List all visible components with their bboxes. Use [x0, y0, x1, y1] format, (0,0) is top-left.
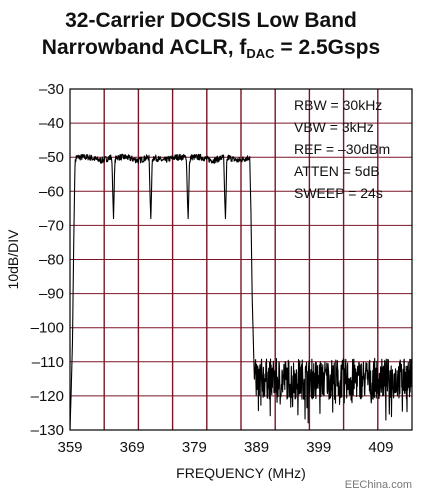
y-tick-label: –130 — [31, 422, 64, 439]
x-tick-label: 409 — [368, 439, 393, 456]
x-tick-label: 379 — [182, 439, 207, 456]
y-tick-label: –110 — [32, 354, 64, 371]
settings-annotation: SWEEP = 24s — [294, 185, 383, 201]
settings-annotation: VBW = 3kHz — [294, 119, 374, 135]
y-tick-label: –100 — [31, 320, 64, 337]
y-axis-label: 10dB/DIV — [5, 229, 21, 290]
y-tick-label: –90 — [39, 286, 64, 303]
x-tick-label: 399 — [306, 439, 331, 456]
x-axis-label: FREQUENCY (MHz) — [176, 465, 306, 481]
watermark: EEChina.com — [344, 479, 412, 491]
settings-annotation: ATTEN = 5dB — [294, 163, 380, 179]
y-tick-label: –60 — [39, 183, 64, 200]
y-tick-label: –40 — [39, 115, 64, 132]
y-tick-label: –70 — [39, 217, 64, 234]
y-tick-label: –30 — [39, 81, 64, 98]
x-tick-label: 359 — [57, 439, 82, 456]
spectrum-trace — [69, 153, 413, 431]
y-tick-label: –80 — [39, 252, 64, 269]
y-tick-label: –120 — [31, 388, 64, 405]
settings-annotation: REF = –30dBm — [294, 141, 390, 157]
x-tick-label: 369 — [120, 439, 145, 456]
y-tick-label: –50 — [39, 149, 64, 166]
settings-annotation: RBW = 30kHz — [294, 97, 382, 113]
x-tick-label: 389 — [244, 439, 269, 456]
plot-frame — [69, 88, 413, 431]
chart-title-line-1: 32-Carrier DOCSIS Low Band — [65, 9, 357, 32]
chart-title-line-2: Narrowband ACLR, fDAC = 2.5Gsps — [41, 36, 381, 61]
